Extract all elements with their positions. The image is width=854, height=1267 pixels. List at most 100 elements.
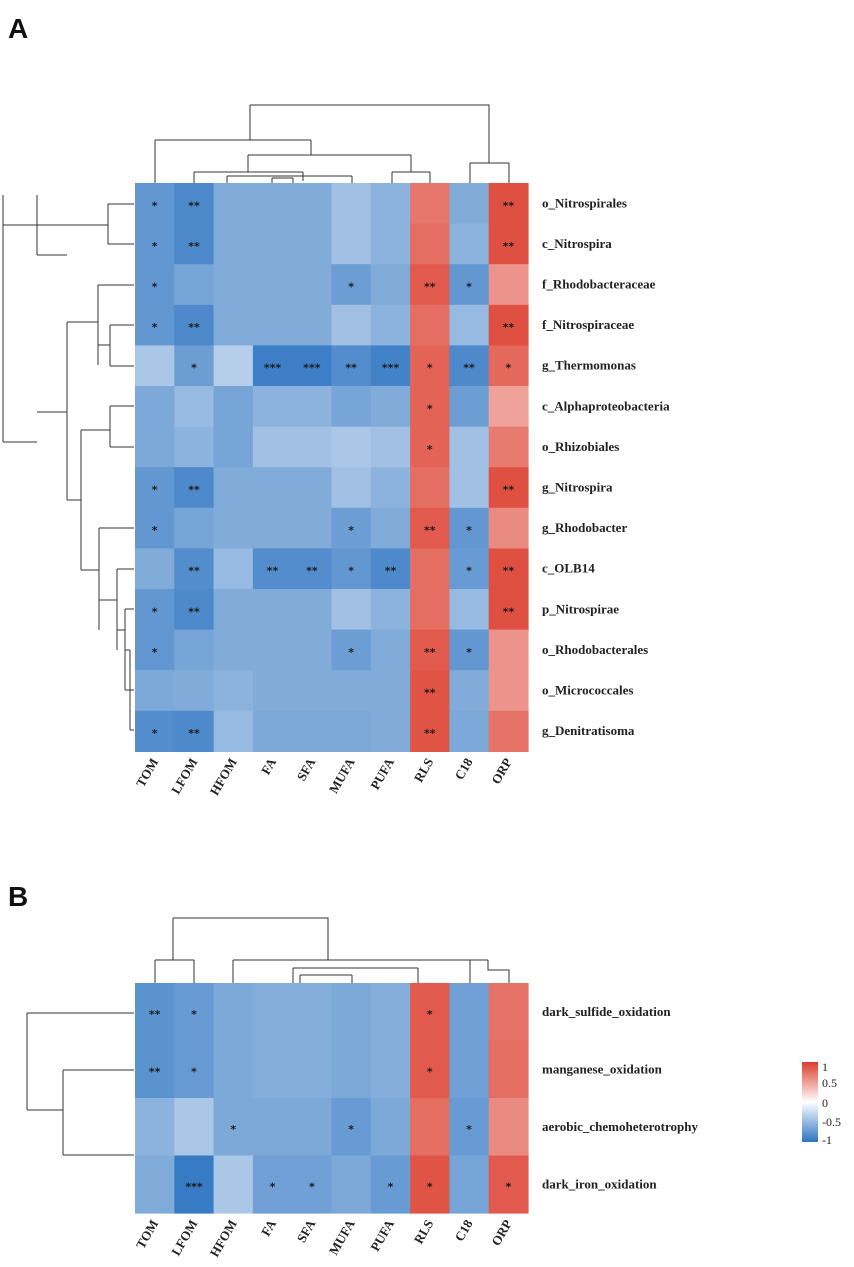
heatmap-a-significance-f-rhodobacteraceae-c18: * <box>466 281 472 294</box>
heatmap-a-cell-f-nitrospiraceae-sfa <box>292 304 333 346</box>
heatmap-a-cell-g-thermomonas-mufa <box>331 345 372 387</box>
heatmap-a-cell-o-rhodobacterales-tom <box>135 629 175 671</box>
heatmap-b-cell-dark-sulfide-oxidation-rls <box>410 983 450 1042</box>
heatmap-a-cell-c-olb14-sfa <box>292 548 333 590</box>
heatmap-a-significance-g-denitratisoma-rls: ** <box>424 727 436 740</box>
heatmap-a-cell-f-rhodobacteraceae-sfa <box>292 264 333 306</box>
heatmap-b-significance-dark-iron-oxidation-lfom: *** <box>185 1180 203 1193</box>
heatmap-a-row-label-c-nitrospira: c_Nitrospira <box>542 236 612 251</box>
heatmap-a-cell-g-denitratisoma-rls <box>410 710 450 752</box>
heatmap-a-significance-c-alphaproteobacteria-rls: * <box>427 402 433 415</box>
heatmap-a-significance-o-rhodobacterales-rls: ** <box>424 646 436 659</box>
heatmap-a-significance-f-rhodobacteraceae-tom: * <box>152 281 158 294</box>
heatmap-a-cell-c-nitrospira-sfa <box>292 223 333 265</box>
heatmap-a-col-label-mufa: MUFA <box>326 755 358 796</box>
heatmap-a-cell-o-micrococcales-rls <box>410 670 450 712</box>
heatmap-a-cell-g-thermomonas-orp <box>488 345 529 387</box>
heatmap-b-cell-dark-sulfide-oxidation-fa <box>252 983 293 1042</box>
heatmap-a-cell-o-rhodobacterales-c18 <box>449 629 490 671</box>
heatmap-a-cell-o-nitrospirales-c18 <box>449 183 490 225</box>
heatmap-a-cell-o-micrococcales-tom <box>135 670 175 712</box>
heatmap-a-significance-g-nitrospira-orp: ** <box>503 484 515 497</box>
heatmap-a-significance-f-rhodobacteraceae-rls: ** <box>424 281 436 294</box>
heatmap-b-significance-aerobic-chemoheterotrophy-mufa: * <box>348 1123 354 1136</box>
heatmap-a-significance-g-rhodobacter-tom: * <box>152 524 158 537</box>
heatmap-b-cell-dark-iron-oxidation-hfom <box>213 1155 254 1214</box>
heatmap-a-row-label-f-rhodobacteraceae: f_Rhodobacteraceae <box>542 277 656 292</box>
heatmap-a-significance-g-thermomonas-lfom: * <box>191 362 197 375</box>
heatmap-a-cell-p-nitrospirae-pufa <box>370 589 411 631</box>
heatmap-a-cell-g-thermomonas-tom <box>135 345 175 387</box>
heatmap-a-significance-p-nitrospirae-lfom: ** <box>188 605 200 618</box>
heatmap-a-cell-g-rhodobacter-hfom <box>213 507 254 549</box>
heatmap-a-cell-c-nitrospira-mufa <box>331 223 372 265</box>
heatmap-a: * ** ** o_Nitrospirales* ** ** c_Nitrospira* * *… <box>133 183 670 798</box>
heatmap-a-cell-o-rhodobacterales-sfa <box>292 629 333 671</box>
heatmap-a-cell-c-nitrospira-lfom <box>174 223 215 265</box>
panel-a-letter: A <box>8 13 28 44</box>
heatmap-a-cell-o-rhizobiales-sfa <box>292 426 333 468</box>
heatmap-b-cell-aerobic-chemoheterotrophy-fa <box>252 1098 293 1157</box>
heatmap-b-significance-aerobic-chemoheterotrophy-c18: * <box>466 1123 472 1136</box>
heatmap-a-cell-o-rhodobacterales-hfom <box>213 629 254 671</box>
heatmap-a-significance-o-nitrospirales-lfom: ** <box>188 199 200 212</box>
heatmap-b-cell-dark-sulfide-oxidation-mufa <box>331 983 372 1042</box>
heatmap-a-cell-f-nitrospiraceae-tom <box>135 304 175 346</box>
heatmap-a-row-label-g-denitratisoma: g_Denitratisoma <box>542 723 635 738</box>
heatmap-a-cell-c-olb14-c18 <box>449 548 490 590</box>
heatmap-a-cell-o-nitrospirales-orp <box>488 183 529 225</box>
heatmap-a-significance-c-olb14-orp: ** <box>503 565 515 578</box>
heatmap-a-cell-o-rhizobiales-rls <box>410 426 450 468</box>
heatmap-a-cell-o-rhodobacterales-fa <box>252 629 293 671</box>
heatmap-a-cell-o-micrococcales-hfom <box>213 670 254 712</box>
heatmap-a-cell-p-nitrospirae-fa <box>252 589 293 631</box>
heatmap-a-cell-g-nitrospira-rls <box>410 467 450 509</box>
heatmap-b-significance-dark-iron-oxidation-sfa: * <box>309 1180 315 1193</box>
heatmap-a-cell-g-denitratisoma-lfom <box>174 710 215 752</box>
heatmap-b-significance-manganese-oxidation-lfom: * <box>191 1065 197 1078</box>
heatmap-a-cell-o-nitrospirales-fa <box>252 183 293 225</box>
heatmap-a-cell-f-rhodobacteraceae-lfom <box>174 264 215 306</box>
heatmap-a-cell-o-micrococcales-orp <box>488 670 529 712</box>
heatmap-a-cell-p-nitrospirae-orp <box>488 589 529 631</box>
legend-tick-0: 0 <box>822 1096 828 1110</box>
heatmap-a-significance-g-thermomonas-fa: *** <box>264 362 282 375</box>
heatmap-b-cell-aerobic-chemoheterotrophy-mufa <box>331 1098 372 1157</box>
heatmap-a-significance-g-thermomonas-c18: ** <box>463 362 475 375</box>
heatmap-a-cell-o-rhizobiales-mufa <box>331 426 372 468</box>
heatmap-a-cell-g-nitrospira-pufa <box>370 467 411 509</box>
heatmap-a-row-label-g-nitrospira: g_Nitrospira <box>542 480 613 495</box>
heatmap-b-cell-manganese-oxidation-fa <box>252 1040 293 1099</box>
column-dendrogram-b <box>154 917 510 983</box>
heatmap-b-cell-dark-iron-oxidation-tom <box>135 1155 175 1214</box>
heatmap-b-cell-aerobic-chemoheterotrophy-orp <box>488 1098 529 1157</box>
heatmap-a-cell-f-rhodobacteraceae-pufa <box>370 264 411 306</box>
heatmap-b-row-label-aerobic-chemoheterotrophy: aerobic_chemoheterotrophy <box>542 1119 698 1134</box>
heatmap-a-significance-o-nitrospirales-tom: * <box>152 199 158 212</box>
panel-b-letter: B <box>8 881 28 912</box>
heatmap-a-significance-g-thermomonas-mufa: ** <box>345 362 357 375</box>
heatmap-a-col-label-pufa: PUFA <box>367 755 397 792</box>
heatmap-a-cell-g-denitratisoma-hfom <box>213 710 254 752</box>
legend-color-bar <box>802 1062 818 1142</box>
heatmap-b-row-label-manganese-oxidation: manganese_oxidation <box>542 1061 663 1076</box>
heatmap-a-cell-g-thermomonas-pufa <box>370 345 411 387</box>
heatmap-a-cell-f-nitrospiraceae-fa <box>252 304 293 346</box>
legend-tick-1: 1 <box>822 1060 828 1074</box>
heatmap-a-cell-g-rhodobacter-orp <box>488 507 529 549</box>
heatmap-a-row-label-g-thermomonas: g_Thermomonas <box>542 358 636 373</box>
legend-tick-neg1: -1 <box>822 1133 832 1147</box>
heatmap-a-col-label-sfa: SFA <box>294 755 319 783</box>
heatmap-a-significance-o-nitrospirales-orp: ** <box>503 199 515 212</box>
heatmap-b-significance-dark-sulfide-oxidation-lfom: * <box>191 1008 197 1021</box>
heatmap-a-significance-c-olb14-lfom: ** <box>188 565 200 578</box>
heatmap-a-cell-c-alphaproteobacteria-rls <box>410 386 450 428</box>
heatmap-a-col-label-lfom: LFOM <box>168 755 200 796</box>
heatmap-b-cell-dark-iron-oxidation-pufa <box>370 1155 411 1214</box>
heatmap-b: ** * * dark_sulfide_oxidation** * * manganese_… <box>133 983 698 1260</box>
heatmap-a-significance-g-denitratisoma-lfom: ** <box>188 727 200 740</box>
heatmap-a-cell-g-rhodobacter-mufa <box>331 507 372 549</box>
heatmap-b-cell-dark-iron-oxidation-lfom <box>174 1155 215 1214</box>
heatmap-b-cell-dark-iron-oxidation-c18 <box>449 1155 490 1214</box>
